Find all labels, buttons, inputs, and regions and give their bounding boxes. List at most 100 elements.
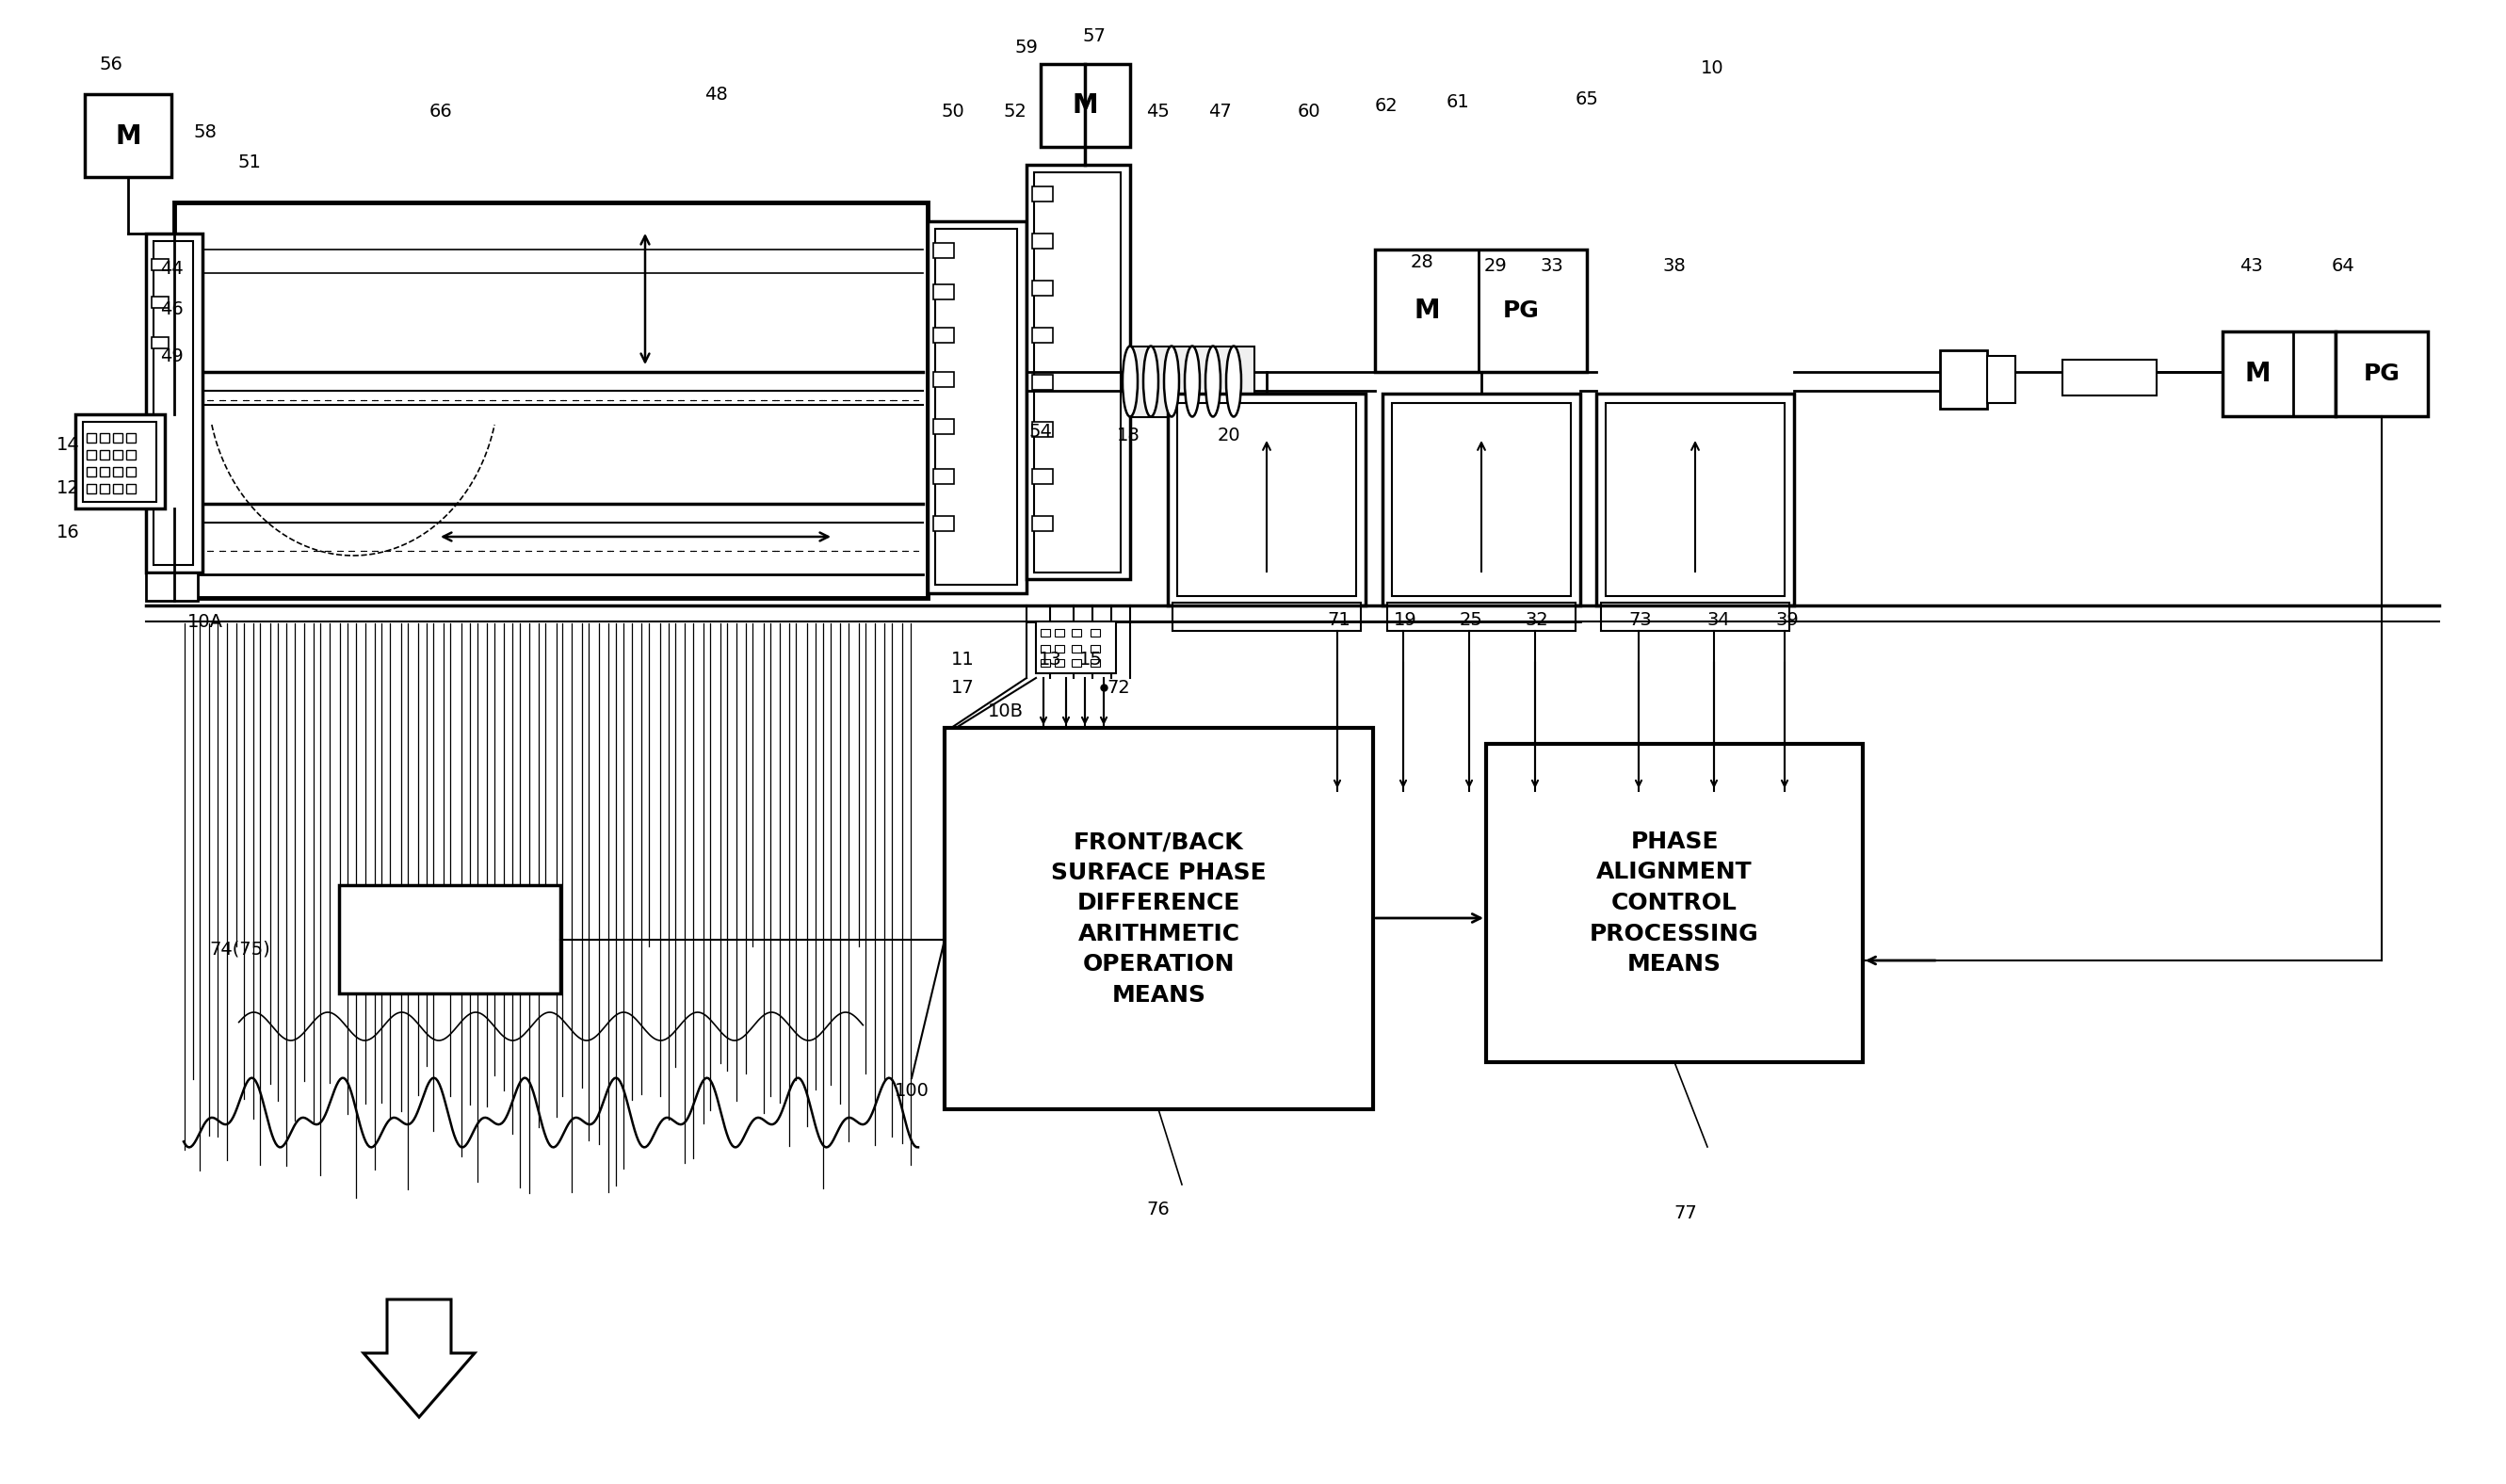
Text: 72: 72: [1108, 678, 1130, 696]
Text: 44: 44: [160, 260, 183, 278]
Bar: [100, 433, 110, 442]
Bar: [1168, 393, 1366, 605]
Text: M: M: [2245, 361, 2270, 387]
Bar: [153, 240, 193, 565]
Bar: [338, 884, 561, 993]
Bar: [932, 418, 955, 435]
Bar: [932, 285, 955, 300]
Ellipse shape: [1205, 346, 1220, 417]
Text: 14: 14: [55, 435, 80, 454]
Text: 100: 100: [895, 1082, 930, 1100]
Bar: [932, 328, 955, 343]
Bar: [153, 258, 168, 270]
Bar: [1040, 629, 1050, 637]
Bar: [1178, 404, 1356, 597]
Bar: [1035, 172, 1120, 573]
Text: 18: 18: [1118, 426, 1140, 444]
Text: M: M: [115, 123, 140, 150]
Text: 19: 19: [1393, 610, 1416, 629]
Bar: [932, 469, 955, 484]
Text: 57: 57: [1083, 27, 1105, 45]
Bar: [1073, 646, 1080, 653]
Text: 47: 47: [1208, 102, 1230, 120]
Ellipse shape: [1143, 346, 1158, 417]
Text: 38: 38: [1664, 257, 1687, 275]
Bar: [1040, 659, 1050, 666]
Text: 73: 73: [1629, 610, 1651, 629]
Bar: [113, 450, 123, 460]
Bar: [945, 727, 1373, 1109]
Bar: [125, 450, 135, 460]
Bar: [1090, 629, 1100, 637]
Bar: [1596, 393, 1794, 605]
Text: 49: 49: [160, 347, 183, 365]
Text: PG: PG: [1504, 300, 1539, 322]
Bar: [2223, 331, 2336, 416]
Text: 28: 28: [1411, 252, 1433, 270]
Bar: [1040, 646, 1050, 653]
Text: 52: 52: [1002, 102, 1027, 120]
Bar: [1032, 233, 1053, 249]
Text: 56: 56: [100, 55, 123, 73]
Text: FRONT/BACK
SURFACE PHASE
DIFFERENCE
ARITHMETIC
OPERATION
MEANS: FRONT/BACK SURFACE PHASE DIFFERENCE ARIT…: [1050, 831, 1266, 1006]
Bar: [1130, 347, 1256, 417]
Text: 45: 45: [1148, 102, 1170, 120]
Bar: [88, 433, 95, 442]
Bar: [1073, 659, 1080, 666]
Text: 76: 76: [1148, 1201, 1170, 1218]
Text: 59: 59: [1015, 39, 1037, 56]
Bar: [1032, 187, 1053, 202]
Bar: [1376, 249, 1586, 372]
Text: 11: 11: [950, 650, 975, 668]
Bar: [1032, 421, 1053, 436]
Bar: [75, 414, 165, 509]
Text: 65: 65: [1576, 91, 1599, 108]
Bar: [932, 243, 955, 258]
Bar: [145, 233, 203, 573]
Text: 60: 60: [1298, 102, 1321, 120]
Bar: [83, 421, 155, 502]
Bar: [1486, 743, 1862, 1063]
Bar: [1173, 603, 1361, 631]
Text: M: M: [1413, 298, 1441, 324]
Text: 62: 62: [1376, 96, 1398, 114]
Text: 61: 61: [1446, 93, 1469, 111]
Bar: [113, 484, 123, 493]
Bar: [2336, 331, 2428, 416]
Bar: [153, 337, 168, 349]
Bar: [1383, 393, 1581, 605]
Text: PHASE
ALIGNMENT
CONTROL
PROCESSING
MEANS: PHASE ALIGNMENT CONTROL PROCESSING MEANS: [1589, 831, 1759, 975]
Bar: [100, 450, 110, 460]
Bar: [1601, 603, 1789, 631]
Bar: [1032, 469, 1053, 484]
Text: 58: 58: [193, 123, 218, 141]
Bar: [1090, 659, 1100, 666]
Bar: [125, 433, 135, 442]
Bar: [88, 467, 95, 476]
Bar: [113, 433, 123, 442]
Ellipse shape: [1163, 346, 1178, 417]
Text: 50: 50: [942, 102, 965, 120]
Bar: [1032, 328, 1053, 343]
Text: 51: 51: [238, 153, 261, 171]
Bar: [1073, 629, 1080, 637]
Text: PG: PG: [2363, 362, 2401, 386]
Bar: [145, 573, 198, 601]
Bar: [175, 202, 927, 598]
Text: 20: 20: [1218, 426, 1240, 444]
Text: 64: 64: [2331, 257, 2356, 275]
Bar: [1040, 64, 1130, 147]
Ellipse shape: [1225, 346, 1240, 417]
Bar: [1388, 603, 1576, 631]
Bar: [88, 484, 95, 493]
Bar: [1032, 516, 1053, 531]
Text: 32: 32: [1526, 610, 1549, 629]
Bar: [2062, 359, 2158, 395]
Bar: [1987, 356, 2015, 404]
Bar: [1035, 622, 1115, 674]
Bar: [153, 297, 168, 307]
Text: 66: 66: [429, 102, 454, 120]
Bar: [113, 467, 123, 476]
Bar: [125, 467, 135, 476]
Text: 15: 15: [1080, 650, 1103, 668]
